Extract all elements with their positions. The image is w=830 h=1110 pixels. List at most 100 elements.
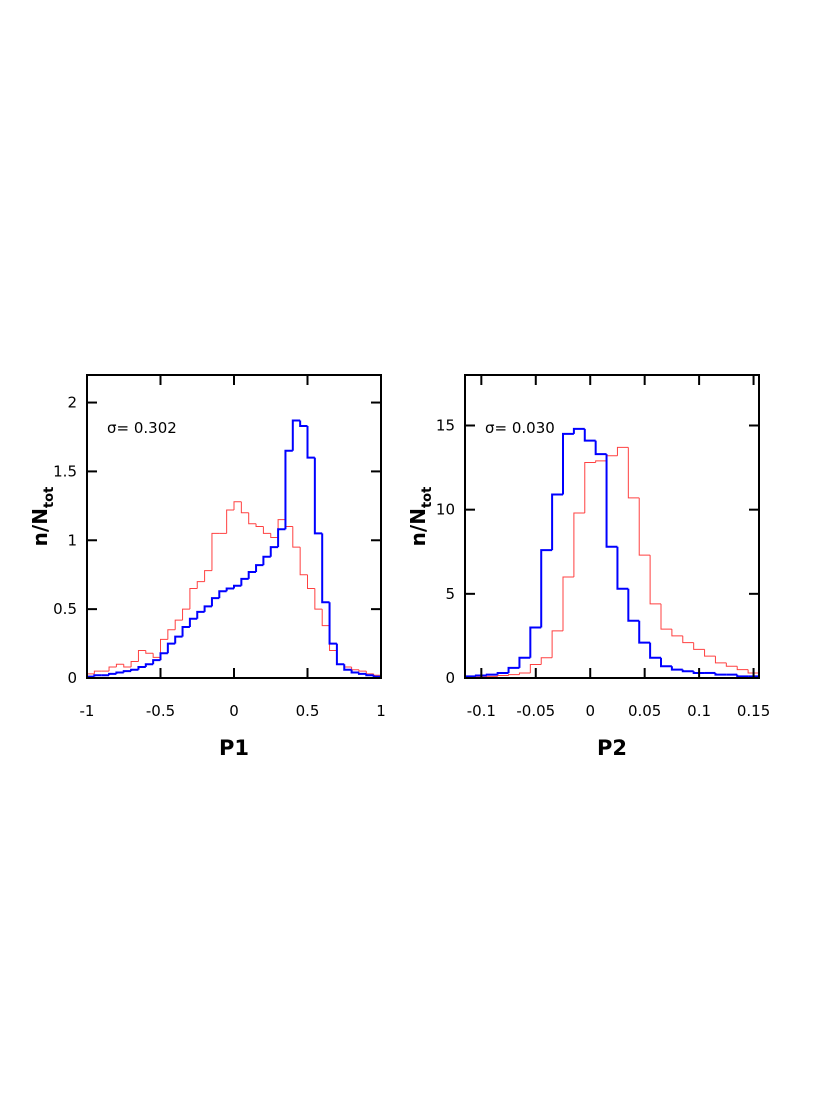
histogram-bin [736, 674, 749, 678]
histogram-bin [174, 635, 183, 644]
histogram-bin [181, 626, 190, 637]
histogram-bin [203, 605, 212, 612]
histogram-bin [233, 501, 242, 510]
histogram-bin [507, 666, 520, 673]
histogram-bin [210, 597, 220, 607]
y-axis-title-sub: tot [42, 487, 57, 508]
histogram-bin [681, 669, 694, 673]
histogram-bin [307, 574, 315, 589]
y-tick-label: 0.5 [53, 600, 77, 618]
histogram-bin [551, 493, 563, 551]
histogram-bin [704, 649, 716, 657]
histogram-bin [137, 649, 146, 662]
histogram-bin [270, 533, 279, 539]
histogram-bin [605, 454, 618, 548]
histogram-bin [247, 570, 257, 579]
histogram-bin [518, 656, 531, 668]
x-tick-label: 0 [585, 702, 595, 720]
x-axis-title: P2 [597, 736, 627, 760]
histogram-bin [357, 672, 367, 675]
y-axis-title: n/Ntot [28, 487, 57, 547]
histogram-bin [226, 509, 234, 534]
histogram-bin [166, 642, 176, 654]
plot-frame [464, 374, 760, 679]
histogram-bin [93, 670, 102, 674]
y-tick-label: 2 [67, 394, 77, 412]
histogram-bin [584, 462, 596, 514]
y-axis-title-main: n/N [406, 508, 430, 546]
y-axis-title-sub: tot [420, 487, 435, 508]
histogram-bin [638, 497, 651, 556]
histogram-bin [123, 664, 132, 668]
histogram-bin [152, 653, 161, 658]
histogram-bin [122, 670, 132, 673]
histogram-bin [572, 427, 585, 434]
histogram-bin [277, 528, 286, 548]
histogram-bin [616, 446, 629, 456]
histogram-bin [594, 440, 607, 456]
histogram-bin [660, 603, 672, 630]
histogram-bin [670, 666, 683, 671]
y-tick-label: 15 [436, 417, 455, 435]
histogram-bin [508, 674, 520, 676]
y-axis-title: n/Ntot [406, 487, 435, 547]
histogram-bin [351, 666, 359, 671]
histogram-bin [518, 672, 531, 675]
histogram-bin [248, 512, 257, 525]
x-tick-label: 1 [376, 702, 386, 720]
histogram-bin [496, 671, 509, 675]
x-tick-label: -0.05 [516, 702, 555, 720]
histogram-bin [211, 532, 220, 571]
x-axis-title: P1 [219, 736, 249, 760]
histogram-bin [108, 666, 117, 672]
histogram-bin [671, 629, 683, 637]
x-tick-label: 0.15 [737, 702, 770, 720]
histogram-bin [595, 460, 607, 463]
histogram-bin [233, 584, 242, 589]
histogram-bin [638, 620, 651, 644]
histogram-bin [329, 625, 337, 651]
y-tick-label: 0 [67, 669, 77, 687]
histogram-bin [736, 666, 749, 671]
y-tick-label: 0 [445, 669, 455, 687]
y-tick-label: 1 [67, 531, 77, 549]
histogram-bin [336, 650, 345, 665]
histogram-bin [529, 664, 542, 673]
x-tick-label: 0.05 [628, 702, 661, 720]
histogram-bin [335, 643, 345, 666]
histogram-bin [474, 674, 487, 677]
histogram-bin [693, 642, 705, 650]
y-tick-label: 5 [445, 585, 455, 603]
y-tick-label: 1.5 [53, 462, 77, 480]
histogram-bin [115, 663, 124, 667]
histogram-bin [313, 457, 323, 535]
histogram-bin [649, 642, 661, 659]
histogram-bin [115, 671, 124, 674]
histogram-bin [350, 669, 359, 674]
histogram-bin [714, 656, 727, 664]
histogram-bin [262, 555, 271, 566]
y-axis-title-main: n/N [28, 508, 52, 546]
histogram-bin [255, 564, 264, 572]
histogram-bin [660, 657, 672, 668]
histogram-bin [284, 449, 293, 530]
histogram-bin [204, 570, 212, 582]
histogram-bin [284, 519, 293, 527]
histogram-bin [540, 549, 553, 628]
histogram-bin [291, 419, 301, 451]
histogram-bin [292, 526, 301, 548]
histogram-bin [529, 626, 542, 658]
histogram-bin [365, 671, 374, 675]
histogram-bin [573, 512, 585, 577]
histogram-bin [540, 657, 553, 665]
histogram-bin [167, 629, 176, 640]
histogram-bin [328, 602, 337, 645]
histogram-bin [321, 609, 330, 627]
histogram-bin [562, 576, 574, 631]
histogram-bin [145, 650, 154, 654]
x-tick-label: -0.1 [467, 702, 496, 720]
histogram-bin [627, 588, 640, 622]
y-tick-label: 10 [436, 501, 455, 519]
histogram-bin [188, 617, 198, 628]
